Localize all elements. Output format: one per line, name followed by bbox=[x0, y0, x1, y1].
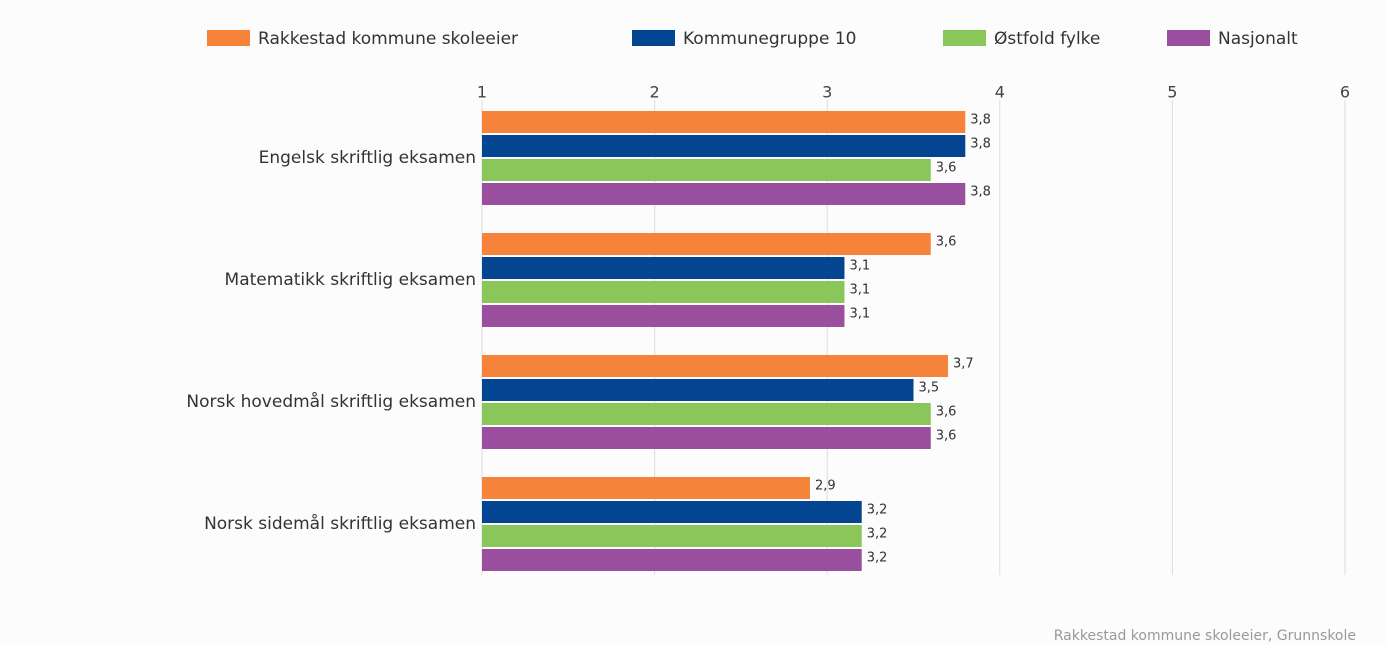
value-label: 3,1 bbox=[849, 283, 870, 298]
bar bbox=[482, 305, 845, 327]
source-note: Rakkestad kommune skoleeier, Grunnskole bbox=[1054, 628, 1356, 644]
bar bbox=[482, 257, 845, 279]
value-label: 3,1 bbox=[849, 307, 870, 322]
value-label: 3,8 bbox=[970, 113, 991, 128]
x-tick-label: 3 bbox=[822, 83, 832, 102]
bar bbox=[482, 379, 914, 401]
bar bbox=[482, 427, 931, 449]
bar bbox=[482, 477, 810, 499]
bar bbox=[482, 525, 862, 547]
value-label: 3,2 bbox=[867, 503, 888, 518]
bar bbox=[482, 233, 931, 255]
bar bbox=[482, 159, 931, 181]
legend-label: Nasjonalt bbox=[1218, 29, 1298, 49]
value-label: 3,6 bbox=[936, 161, 957, 176]
value-label: 3,2 bbox=[867, 551, 888, 566]
legend-label: Østfold fylke bbox=[994, 29, 1100, 49]
legend-label: Rakkestad kommune skoleeier bbox=[258, 29, 518, 49]
bar bbox=[482, 281, 845, 303]
x-tick-label: 4 bbox=[995, 83, 1005, 102]
value-label: 3,6 bbox=[936, 405, 957, 420]
category-label: Norsk hovedmål skriftlig eksamen bbox=[186, 391, 476, 412]
bar bbox=[482, 111, 966, 133]
x-tick-label: 5 bbox=[1167, 83, 1177, 102]
legend-swatch bbox=[1167, 30, 1210, 46]
bar bbox=[482, 549, 862, 571]
legend-swatch bbox=[632, 30, 675, 46]
value-label: 2,9 bbox=[815, 479, 836, 494]
value-label: 3,1 bbox=[849, 259, 870, 274]
value-label: 3,8 bbox=[970, 185, 991, 200]
bar bbox=[482, 501, 862, 523]
legend-swatch bbox=[207, 30, 250, 46]
value-label: 3,6 bbox=[936, 429, 957, 444]
category-label: Norsk sidemål skriftlig eksamen bbox=[204, 513, 476, 534]
category-label: Engelsk skriftlig eksamen bbox=[259, 148, 476, 168]
bar bbox=[482, 183, 966, 205]
value-label: 3,6 bbox=[936, 235, 957, 250]
x-tick-label: 2 bbox=[650, 83, 660, 102]
bar bbox=[482, 403, 931, 425]
bar bbox=[482, 135, 966, 157]
legend-swatch bbox=[943, 30, 986, 46]
x-tick-label: 6 bbox=[1340, 83, 1350, 102]
x-tick-label: 1 bbox=[477, 83, 487, 102]
value-label: 3,2 bbox=[867, 527, 888, 542]
value-label: 3,5 bbox=[919, 381, 940, 396]
value-label: 3,7 bbox=[953, 357, 974, 372]
bar bbox=[482, 355, 949, 377]
category-label: Matematikk skriftlig eksamen bbox=[225, 270, 476, 290]
value-label: 3,8 bbox=[970, 137, 991, 152]
legend-label: Kommunegruppe 10 bbox=[683, 29, 856, 49]
